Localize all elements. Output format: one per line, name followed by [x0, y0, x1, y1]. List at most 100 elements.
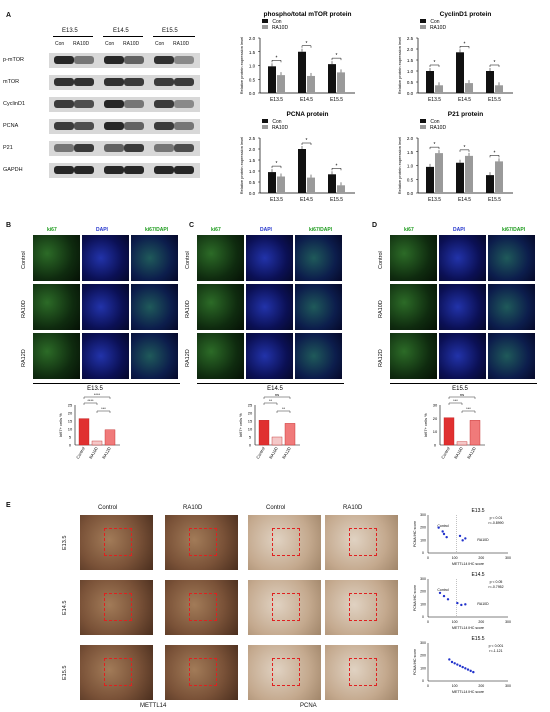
- y-tick-label: 15: [248, 419, 253, 424]
- x-tick-label: E15.5: [488, 197, 501, 203]
- blot-band: [54, 122, 74, 130]
- fluorescence-image: [295, 284, 342, 330]
- blot-row-label: CyclinD1: [3, 101, 26, 107]
- ki67-column-header: ki67: [404, 227, 414, 233]
- fluorescence-image: [439, 333, 486, 379]
- fluorescence-image: [439, 235, 486, 281]
- bar-con: [298, 51, 306, 93]
- x-tick-label: E15.5: [488, 97, 501, 103]
- ihc-row-label: E14.5: [62, 600, 68, 615]
- ki67-row-label: RA10D: [185, 300, 191, 318]
- x-tick-label: E13.5: [428, 97, 441, 103]
- fluorescence-image: [33, 235, 80, 281]
- significance-mark: *: [306, 41, 308, 47]
- significance-mark: **: [269, 398, 273, 403]
- stage-underline: [53, 36, 93, 37]
- ihc-column-header: RA10D: [343, 505, 363, 511]
- scatter-point: [456, 663, 459, 666]
- y-tick-label: 5: [69, 435, 72, 440]
- region-of-interest-box: [189, 658, 217, 686]
- bar-con: [486, 71, 494, 93]
- y-tick-label: 0.5: [249, 180, 256, 185]
- bar-con: [456, 162, 464, 193]
- y-tick-label: 0.5: [407, 177, 414, 182]
- x-tick-label: 0: [427, 684, 429, 688]
- scatter-point: [466, 668, 470, 671]
- significance-bracket: [301, 45, 312, 48]
- y-tick-label: 25: [248, 403, 253, 408]
- chart-title: phospho/total mTOR protein: [264, 11, 352, 18]
- fluorescence-image: [390, 235, 437, 281]
- bar-con: [426, 71, 434, 93]
- scatter-point: [472, 670, 475, 674]
- ki67-column-header: ki67/DAPI: [309, 227, 333, 233]
- x-tick-label: 200: [478, 620, 484, 624]
- y-tick-label: 1.5: [407, 150, 414, 155]
- x-tick-label: RA10D: [268, 446, 279, 460]
- fluorescence-image: [82, 333, 129, 379]
- y-tick-label: 100: [420, 666, 426, 670]
- significance-mark: *: [494, 150, 496, 156]
- blot-band: [104, 166, 124, 174]
- chart-title: E15.5: [471, 636, 484, 642]
- ki67-bar: [469, 420, 481, 446]
- stage-label: E15.5: [162, 28, 178, 34]
- bar-ra10d: [277, 176, 285, 193]
- ki67-column-header: DAPI: [453, 227, 465, 233]
- lane-label: RA10D: [173, 41, 190, 47]
- bar-ra10d: [337, 72, 345, 93]
- legend-swatch-con: [262, 119, 268, 123]
- stage-label: E14.5: [113, 28, 129, 34]
- bar-con: [298, 149, 306, 193]
- significance-mark: *: [434, 60, 436, 66]
- blot-band: [154, 166, 174, 174]
- scatter-point: [438, 591, 442, 595]
- ki67-bar: [443, 417, 455, 446]
- y-tick-label: 2.5: [407, 36, 414, 41]
- bar-ra10d: [495, 85, 503, 93]
- blot-band: [104, 56, 124, 64]
- y-tick-label: 200: [420, 526, 426, 530]
- significance-bracket: [83, 396, 111, 399]
- fluorescence-image: [488, 333, 535, 379]
- scatter-point: [437, 526, 440, 529]
- ki67-bar: [284, 423, 296, 446]
- y-tick-label: 300: [420, 641, 426, 645]
- y-tick-label: 100: [420, 602, 426, 606]
- ihc-column-header: RA10D: [183, 505, 203, 511]
- region-of-interest-box: [349, 528, 377, 556]
- significance-bracket: [271, 60, 282, 63]
- significance-bracket: [429, 64, 440, 67]
- ki67-row-label: Control: [21, 251, 27, 269]
- significance-mark: ns: [460, 392, 464, 397]
- blot-band: [154, 78, 174, 86]
- blot-band: [154, 144, 174, 152]
- stage-underline: [103, 36, 143, 37]
- bar-con: [268, 172, 276, 193]
- ihc-image: [165, 580, 238, 635]
- ki67-column-header: DAPI: [260, 227, 272, 233]
- significance-mark: ****: [87, 398, 94, 403]
- significance-bracket: [448, 396, 476, 399]
- group-underline: [33, 383, 180, 384]
- y-tick-label: 0: [249, 443, 252, 448]
- x-tick-label: E14.5: [458, 197, 471, 203]
- chart-title: E14.5: [471, 572, 484, 578]
- y-tick-label: 300: [420, 513, 426, 517]
- x-tick-label: RA12D: [466, 446, 477, 460]
- fluorescence-image: [82, 235, 129, 281]
- legend-label: RA10D: [272, 25, 289, 31]
- lane-label: Con: [155, 41, 165, 47]
- bar-ra10d: [337, 185, 345, 193]
- legend-swatch-ra: [420, 25, 426, 29]
- legend-swatch-ra: [262, 125, 268, 129]
- ihc-image: [165, 515, 238, 570]
- ki67-column-header: ki67: [211, 227, 221, 233]
- blot-band: [74, 166, 94, 174]
- y-tick-label: 1.5: [249, 158, 256, 163]
- significance-mark: *: [434, 142, 436, 148]
- stage-underline: [153, 36, 195, 37]
- ki67-bar: [78, 418, 90, 446]
- ihc-column-header: Control: [266, 505, 286, 511]
